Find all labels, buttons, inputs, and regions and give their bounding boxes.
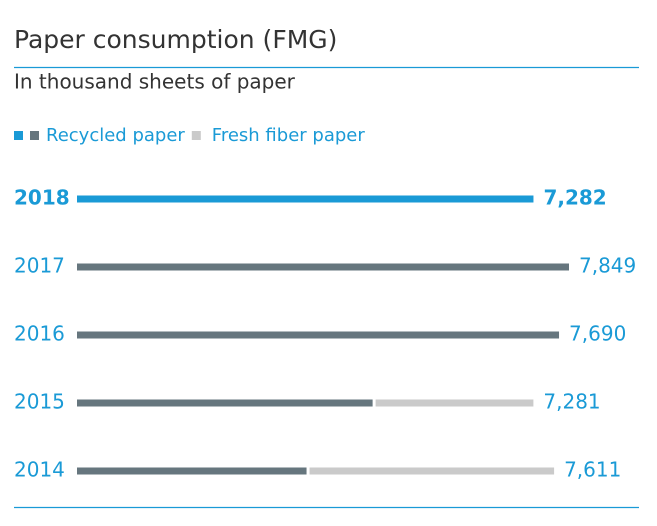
chart-subtitle: In thousand sheets of paper [14, 70, 296, 94]
category-label: 2016 [14, 322, 65, 346]
bar-segment [375, 399, 534, 407]
category-label: 2015 [14, 390, 65, 414]
legend-swatch [14, 131, 23, 140]
bar-segment [77, 467, 307, 475]
category-label: 2017 [14, 254, 65, 278]
total-label: 7,849 [579, 254, 636, 278]
total-label: 7,611 [564, 458, 621, 482]
legend-swatch [191, 131, 201, 140]
category-label: 2014 [14, 458, 65, 482]
bar-segment [77, 399, 373, 407]
bar-segment [309, 467, 555, 475]
legend-label: Fresh fiber paper [212, 125, 366, 146]
total-label: 7,690 [569, 322, 626, 346]
bar-segment [77, 263, 569, 271]
bar-segment [77, 331, 560, 339]
total-label: 7,282 [543, 186, 606, 210]
bar-segment [77, 195, 534, 203]
total-label: 7,281 [543, 390, 600, 414]
category-label: 2018 [14, 186, 70, 210]
legend-label: Recycled paper [46, 125, 185, 146]
legend-swatch [30, 131, 39, 140]
chart-title: Paper consumption (FMG) [14, 25, 337, 54]
